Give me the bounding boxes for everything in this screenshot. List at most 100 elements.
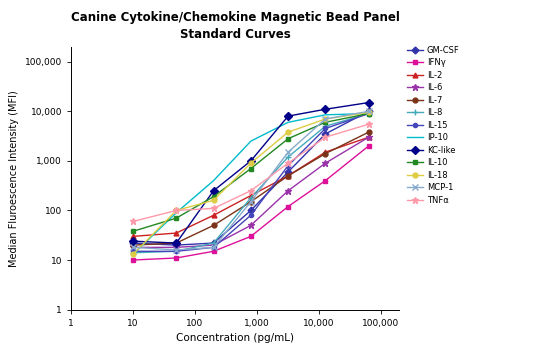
IP-10: [322, 113, 329, 117]
IL-18: [285, 130, 292, 134]
KC-like: [173, 241, 179, 245]
TNFα: [130, 219, 136, 224]
Line: GM-CSF: GM-CSF: [131, 109, 371, 248]
IL-18: [173, 208, 179, 213]
GM-CSF: [173, 243, 179, 247]
Line: TNFα: TNFα: [130, 121, 372, 225]
KC-like: [322, 107, 329, 111]
Line: MCP-1: MCP-1: [130, 108, 371, 253]
TNFα: [210, 206, 217, 211]
IL-15: [285, 163, 292, 168]
MCP-1: [285, 150, 292, 154]
IL-2: [365, 135, 372, 139]
IL-15: [365, 111, 372, 116]
IL-18: [130, 252, 136, 257]
IFNγ: [210, 249, 217, 253]
Line: IL-18: IL-18: [131, 110, 371, 257]
IP-10: [365, 111, 372, 116]
IP-10: [248, 139, 254, 143]
IL-6: [130, 245, 136, 249]
MCP-1: [130, 245, 136, 249]
IL-8: [365, 111, 372, 116]
Line: IL-8: IL-8: [130, 110, 372, 256]
Legend: GM-CSF, IFNγ, IL-2, IL-6, IL-7, IL-8, IL-15, IP-10, KC-like, IL-10, IL-18, MCP-1: GM-CSF, IFNγ, IL-2, IL-6, IL-7, IL-8, IL…: [407, 46, 459, 205]
IL-10: [285, 136, 292, 141]
IL-7: [173, 241, 179, 245]
IL-6: [365, 135, 372, 139]
IL-10: [365, 111, 372, 116]
KC-like: [210, 189, 217, 193]
IL-15: [210, 245, 217, 249]
IL-18: [322, 117, 329, 121]
IL-10: [322, 120, 329, 125]
KC-like: [130, 239, 136, 243]
IL-15: [130, 249, 136, 253]
TNFα: [322, 135, 329, 139]
IL-6: [248, 223, 254, 228]
IFNγ: [248, 234, 254, 239]
GM-CSF: [285, 170, 292, 174]
IL-18: [248, 161, 254, 165]
KC-like: [365, 100, 372, 105]
IL-2: [210, 213, 217, 217]
IL-2: [322, 150, 329, 154]
IFNγ: [130, 258, 136, 262]
IL-8: [322, 124, 329, 129]
IL-7: [210, 223, 217, 228]
Line: IL-10: IL-10: [131, 111, 371, 234]
IL-8: [248, 195, 254, 200]
IL-8: [130, 251, 136, 255]
IFNγ: [322, 179, 329, 183]
IL-7: [130, 243, 136, 247]
IL-7: [322, 152, 329, 156]
IL-10: [248, 166, 254, 171]
IL-8: [210, 241, 217, 245]
IL-8: [173, 249, 179, 253]
GM-CSF: [248, 208, 254, 213]
IL-15: [322, 126, 329, 131]
IL-6: [322, 161, 329, 165]
IL-18: [210, 198, 217, 202]
TNFα: [248, 189, 254, 193]
MCP-1: [173, 248, 179, 252]
GM-CSF: [130, 241, 136, 245]
IL-6: [210, 243, 217, 247]
IL-6: [173, 245, 179, 249]
Line: IL-15: IL-15: [131, 112, 371, 253]
Line: IFNγ: IFNγ: [131, 144, 371, 262]
IL-8: [285, 155, 292, 159]
IL-10: [210, 194, 217, 199]
Title: Canine Cytokine/Chemokine Magnetic Bead Panel
Standard Curves: Canine Cytokine/Chemokine Magnetic Bead …: [71, 12, 400, 41]
IP-10: [210, 179, 217, 183]
IL-7: [285, 174, 292, 178]
KC-like: [285, 114, 292, 118]
TNFα: [173, 208, 179, 213]
IL-15: [173, 249, 179, 253]
X-axis label: Concentration (pg/mL): Concentration (pg/mL): [176, 333, 294, 343]
Line: IL-7: IL-7: [131, 130, 371, 248]
IFNγ: [285, 204, 292, 209]
IL-18: [365, 110, 372, 114]
TNFα: [285, 161, 292, 165]
IL-6: [285, 189, 292, 193]
IFNγ: [365, 144, 372, 148]
GM-CSF: [322, 132, 329, 136]
IL-7: [248, 199, 254, 204]
IFNγ: [173, 256, 179, 260]
KC-like: [248, 159, 254, 163]
IP-10: [285, 120, 292, 125]
MCP-1: [248, 199, 254, 204]
IL-7: [365, 130, 372, 134]
Line: IL-2: IL-2: [131, 135, 371, 239]
IL-10: [130, 229, 136, 233]
IP-10: [173, 211, 179, 215]
IL-15: [248, 213, 254, 217]
Y-axis label: Median Fluroescence Intensity (MFI): Median Fluroescence Intensity (MFI): [9, 90, 19, 266]
MCP-1: [210, 245, 217, 249]
IL-2: [130, 234, 136, 239]
IL-10: [173, 216, 179, 220]
MCP-1: [365, 109, 372, 113]
Line: KC-like: KC-like: [130, 100, 371, 246]
Line: IP-10: IP-10: [133, 113, 369, 255]
IL-2: [248, 193, 254, 198]
